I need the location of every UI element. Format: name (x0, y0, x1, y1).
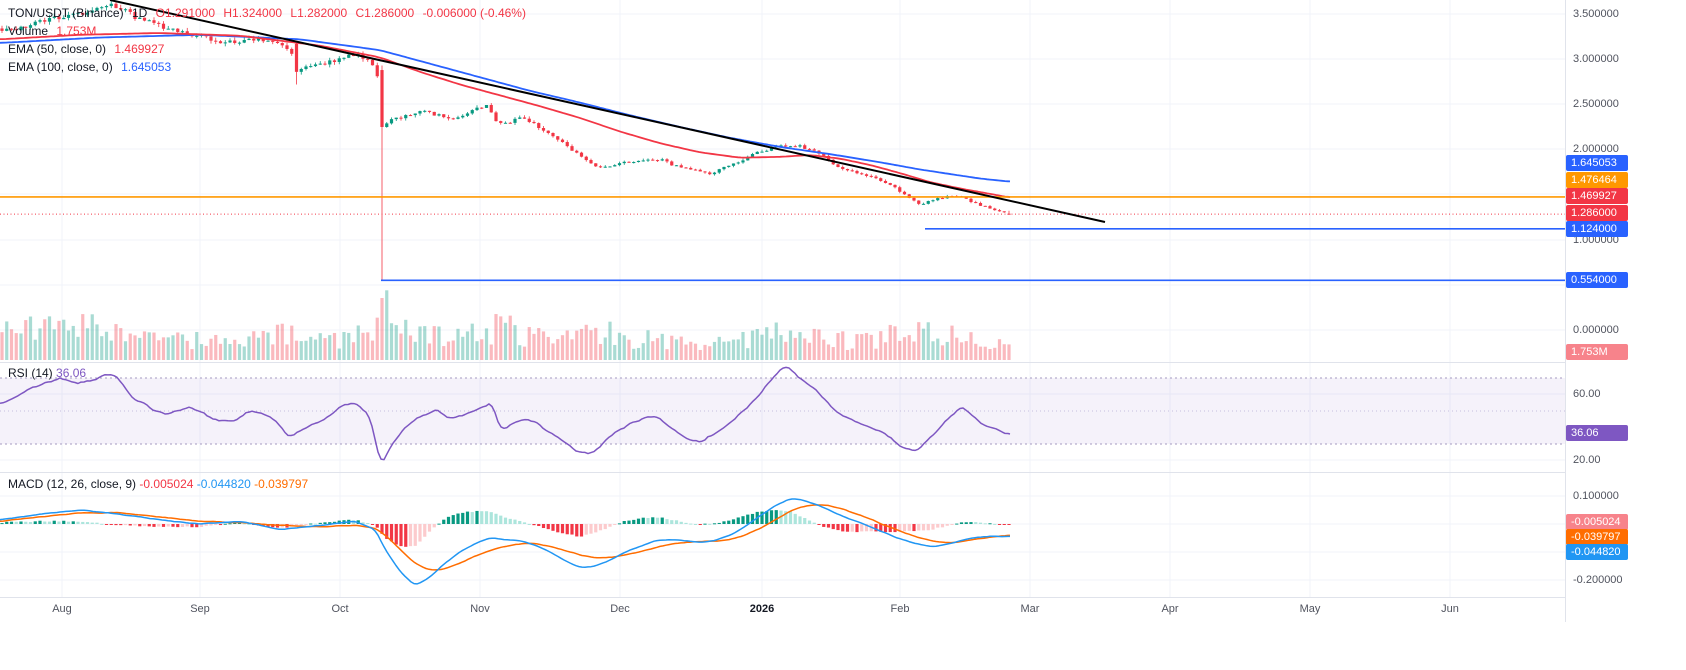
time-tick-label: May (1299, 603, 1321, 615)
price-axis-badge: 36.06 (1566, 425, 1628, 441)
price-axis-badge: 1.645053 (1566, 155, 1628, 171)
price-tick-label: 3.000000 (1573, 53, 1619, 65)
time-tick-label: Apr (1161, 603, 1179, 615)
rsi-legend[interactable]: RSI (14) 36.06 (8, 366, 86, 380)
timeframe-label[interactable]: 1D (131, 6, 148, 20)
macd-line-value: -0.044820 (196, 477, 251, 491)
ohlc-low: L1.282000 (290, 6, 348, 20)
time-tick-label: 2026 (749, 603, 775, 615)
symbol-legend: TON/USDT (Binance) 1D O1.291000 H1.32400… (8, 4, 531, 76)
price-axis-badge: 1.469927 (1566, 188, 1628, 204)
ema50-legend-row[interactable]: EMA (50, close, 0) 1.469927 (8, 40, 531, 58)
time-tick-label: Feb (890, 603, 910, 615)
rsi-legend-label: RSI (14) (8, 366, 53, 380)
rsi-legend-value: 36.06 (56, 366, 87, 380)
price-tick-label: 0.100000 (1573, 490, 1619, 502)
macd-legend-label: MACD (12, 26, close, 9) (8, 477, 137, 491)
price-tick-label: 0.000000 (1573, 324, 1619, 336)
price-axis-badge: 0.554000 (1566, 272, 1628, 288)
price-axis-badge: 1.124000 (1566, 221, 1628, 237)
time-tick-label: Sep (190, 603, 210, 615)
price-axis-badge: 1.476464 (1566, 172, 1628, 188)
price-axis[interactable]: 3.500000 3.000000 2.500000 2.000000 1.000000… (1565, 0, 1686, 622)
ema50-legend-label: EMA (50, close, 0) (8, 42, 107, 56)
ohlc-close: C1.286000 (355, 6, 415, 20)
price-tick-label: 1.000000 (1573, 234, 1619, 246)
macd-hist-value: -0.005024 (139, 477, 194, 491)
time-tick-label: Aug (52, 603, 72, 615)
time-tick-label: Dec (610, 603, 630, 615)
ema100-legend-value: 1.645053 (121, 60, 172, 74)
volume-legend-row[interactable]: Volume 1.753M (8, 22, 531, 40)
price-axis-badge: 1.286000 (1566, 205, 1628, 221)
symbol-title[interactable]: TON/USDT (Binance) (8, 6, 124, 20)
price-tick-label: 60.00 (1573, 388, 1601, 400)
volume-legend-value: 1.753M (56, 24, 97, 38)
time-tick-label: Jun (1441, 603, 1459, 615)
symbol-legend-row[interactable]: TON/USDT (Binance) 1D O1.291000 H1.32400… (8, 4, 531, 22)
volume-legend-label: Volume (8, 24, 49, 38)
price-tick-label: 3.500000 (1573, 8, 1619, 20)
macd-signal-value: -0.039797 (254, 477, 309, 491)
price-tick-label: 20.00 (1573, 454, 1601, 466)
ohlc-high: H1.324000 (223, 6, 283, 20)
price-tick-label: -0.200000 (1573, 574, 1623, 586)
price-axis-badge: -0.005024 (1566, 514, 1628, 530)
time-axis[interactable]: Aug Sep Oct Nov Dec 2026 Feb Mar Apr May Jun (0, 597, 1686, 623)
macd-legend[interactable]: MACD (12, 26, close, 9) -0.005024 -0.044… (8, 477, 308, 491)
ema100-legend-row[interactable]: EMA (100, close, 0) 1.645053 (8, 58, 531, 76)
time-tick-label: Oct (331, 603, 349, 615)
ema50-legend-value: 1.469927 (114, 42, 165, 56)
change-value: -0.006000 (-0.46%) (422, 6, 526, 20)
price-axis-badge: -0.039797 (1566, 529, 1628, 545)
price-axis-badge: -0.044820 (1566, 544, 1628, 560)
price-axis-badge: 1.753M (1566, 344, 1628, 360)
time-tick-label: Mar (1020, 603, 1040, 615)
time-tick-label: Nov (470, 603, 490, 615)
ema100-legend-label: EMA (100, close, 0) (8, 60, 113, 74)
price-tick-label: 2.500000 (1573, 98, 1619, 110)
price-tick-label: 2.000000 (1573, 143, 1619, 155)
ohlc-open: O1.291000 (155, 6, 216, 20)
